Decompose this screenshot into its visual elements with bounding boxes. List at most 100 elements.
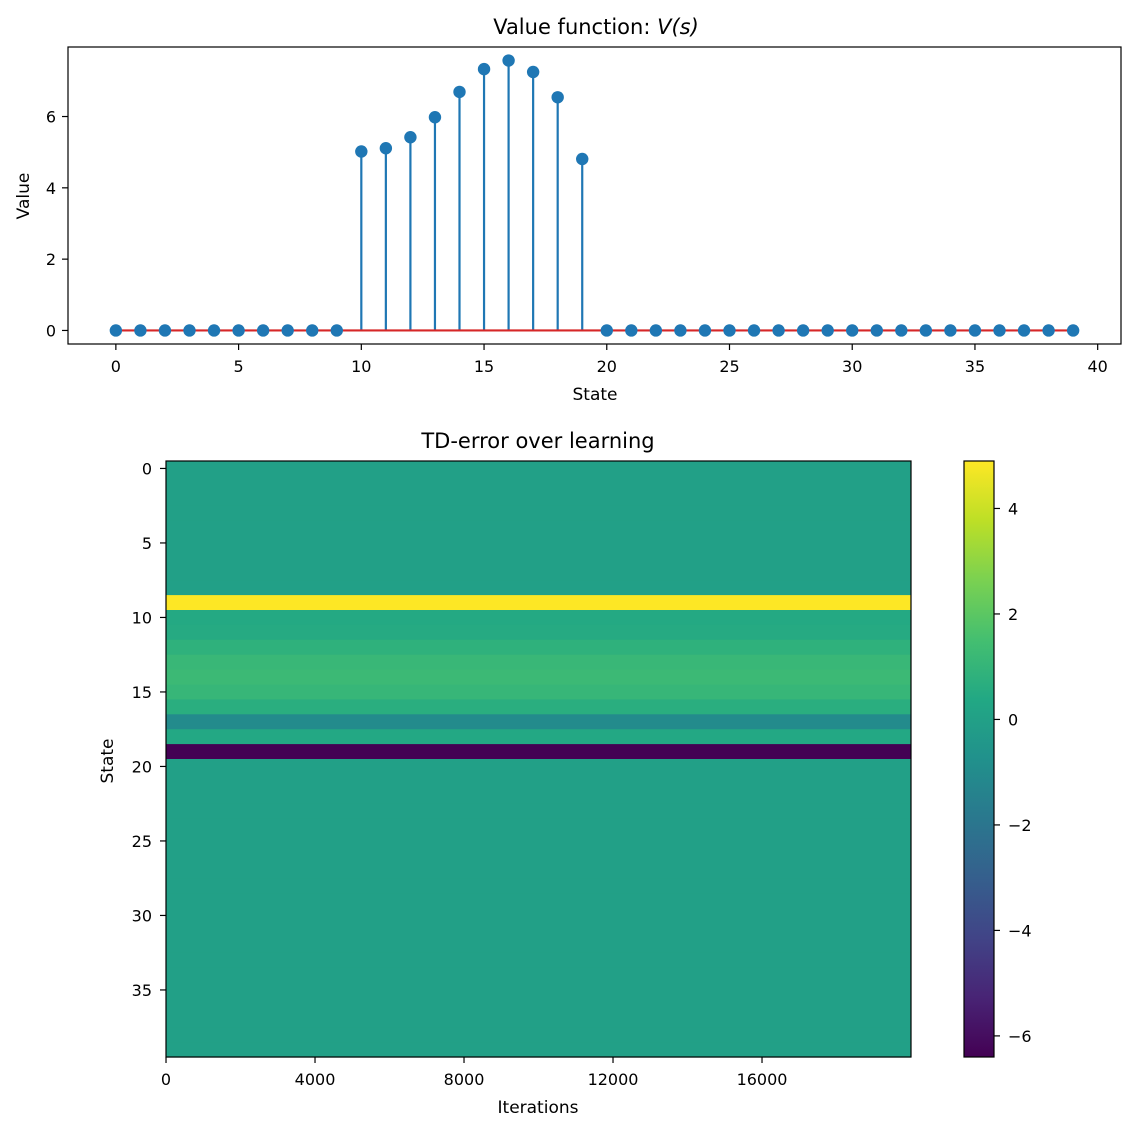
x-tick-label: 25 — [719, 357, 739, 376]
heatmap-cells — [166, 461, 911, 1058]
x-tick-label: 15 — [474, 357, 494, 376]
stem-marker — [747, 324, 761, 337]
heatmap-title: TD-error over learning — [420, 429, 654, 453]
heatmap-row — [166, 684, 911, 700]
y-tick-label: 20 — [132, 757, 152, 776]
stem-marker — [870, 324, 883, 337]
heatmap-row — [166, 475, 911, 492]
colorbar-tick-label: 2 — [1008, 605, 1018, 624]
y-tick-label: 6 — [46, 108, 56, 127]
stem-marker — [968, 324, 982, 337]
heatmap-row — [166, 1042, 911, 1058]
colorbar-tick-label: 4 — [1008, 499, 1018, 518]
stem-marker — [551, 91, 564, 104]
heatmap-row — [166, 669, 911, 686]
heatmap-x-label: Iterations — [498, 1098, 579, 1118]
colorbar-tick-label: −6 — [1008, 1027, 1032, 1046]
stem-marker — [502, 54, 515, 67]
y-tick-label: 25 — [132, 832, 152, 851]
stem-marker — [674, 324, 687, 337]
stem-marker — [134, 324, 147, 337]
heatmap-row — [166, 461, 911, 477]
y-tick-label: 0 — [142, 459, 152, 478]
stem-marker — [158, 324, 172, 337]
stem-marker — [477, 62, 491, 76]
heatmap-row — [166, 893, 911, 909]
heatmap-row — [166, 803, 911, 820]
stem-marker — [428, 111, 442, 124]
stem-marker — [256, 324, 270, 337]
heatmap-row — [166, 520, 911, 537]
y-tick-label: 15 — [132, 683, 152, 702]
stem-marker — [1017, 324, 1031, 337]
stem-marker — [379, 142, 393, 155]
stem-marker — [404, 131, 417, 144]
stem-marker — [919, 324, 933, 337]
heatmap-x-ticks: 0 4000 8000 12000 16000 — [161, 1057, 788, 1089]
stem-marker — [281, 324, 294, 337]
stem-marker — [698, 324, 712, 337]
heatmap-y-ticks: 0 5 10 15 20 25 30 35 — [132, 459, 166, 1000]
heatmap-row — [166, 818, 911, 835]
x-tick-label: 40 — [1088, 357, 1108, 376]
heatmap-row — [166, 505, 911, 522]
y-tick-label: 30 — [132, 906, 152, 925]
x-tick-label: 0 — [111, 357, 121, 376]
heatmap-row — [166, 1012, 911, 1028]
stem-marker — [772, 324, 785, 337]
heatmap-row — [166, 788, 911, 805]
heatmap-row — [166, 654, 911, 671]
stem-marker — [723, 324, 736, 337]
heatmap-row — [166, 833, 911, 849]
stem-marker — [355, 145, 368, 158]
heatmap-row — [166, 982, 911, 998]
stem-marker — [232, 324, 245, 337]
heatmap-row — [166, 565, 911, 581]
stem-marker — [944, 324, 957, 337]
stem-marker — [895, 324, 908, 337]
stem-marker — [796, 324, 810, 337]
heatmap-row — [166, 863, 911, 879]
y-tick-label: 0 — [46, 321, 56, 340]
stem-marker — [576, 152, 589, 166]
stem-plot-area — [109, 54, 1080, 337]
td-error-heatmap-chart: TD-error over learning 0 4000 8000 12000 160… — [98, 429, 1032, 1118]
heatmap-row — [166, 714, 911, 730]
heatmap-row — [166, 937, 911, 954]
heatmap-frame — [165, 460, 912, 1058]
colorbar-tick-label: −2 — [1008, 816, 1032, 835]
stem-marker — [207, 324, 221, 337]
x-tick-label: 10 — [351, 357, 371, 376]
stem-marker — [109, 324, 123, 337]
x-tick-label: 5 — [233, 357, 243, 376]
colorbar-tick-label: 0 — [1008, 710, 1018, 729]
heatmap-row — [166, 535, 911, 551]
y-tick-label: 35 — [132, 981, 152, 1000]
x-tick-label: 35 — [965, 357, 985, 376]
x-tick-label: 12000 — [588, 1070, 639, 1089]
stem-marker — [453, 85, 466, 99]
heatmap-row — [166, 952, 911, 969]
heatmap-row — [166, 580, 911, 596]
heatmap-row — [166, 624, 911, 641]
x-tick-label: 16000 — [737, 1070, 788, 1089]
colorbar-tick-label: −4 — [1008, 921, 1032, 940]
x-tick-label: 30 — [842, 357, 862, 376]
heatmap-row — [166, 878, 911, 894]
colorbar-ticks: 4 2 0 −2 −4 −6 — [994, 499, 1032, 1046]
heatmap-row — [166, 729, 911, 745]
stem-marker — [1066, 324, 1080, 337]
stem-marker — [993, 324, 1006, 337]
heatmap-row — [166, 967, 911, 984]
heatmap-row — [166, 699, 911, 715]
stem-marker — [821, 324, 834, 337]
heatmap-row — [166, 759, 911, 775]
heatmap-row — [166, 639, 911, 656]
y-tick-label: 2 — [46, 250, 56, 269]
colorbar — [963, 460, 995, 1058]
heatmap-row — [166, 490, 911, 507]
stem-marker — [846, 324, 859, 337]
stem-marker — [183, 324, 196, 337]
heatmap-row — [166, 997, 911, 1013]
